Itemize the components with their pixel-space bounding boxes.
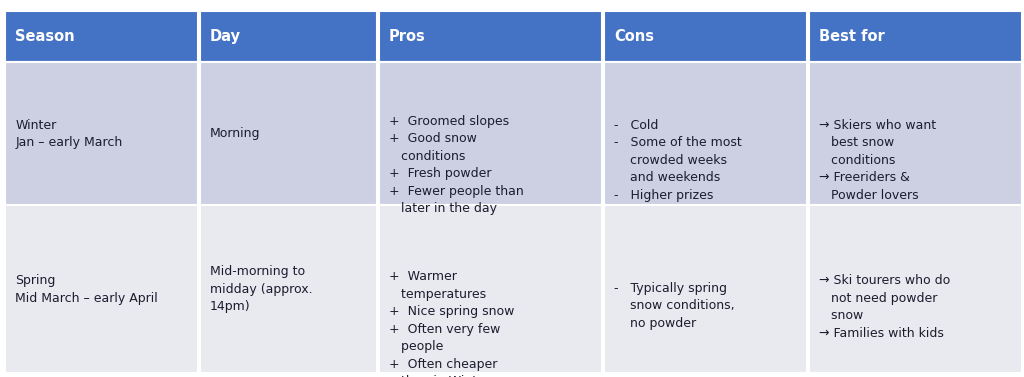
- Text: → Ski tourers who do
   not need powder
   snow
→ Families with kids: → Ski tourers who do not need powder sno…: [819, 274, 950, 340]
- Text: Pros: Pros: [389, 29, 426, 44]
- Text: Best for: Best for: [819, 29, 885, 44]
- Text: +  Groomed slopes
+  Good snow
   conditions
+  Fresh powder
+  Fewer people tha: + Groomed slopes + Good snow conditions …: [389, 115, 524, 216]
- Bar: [200, 11, 377, 62]
- Text: -   Cold
-   Some of the most
    crowded weeks
    and weekends
-   Higher priz: - Cold - Some of the most crowded weeks …: [614, 119, 742, 202]
- Text: Mid-morning to
midday (approx.
14pm): Mid-morning to midday (approx. 14pm): [210, 265, 312, 313]
- Bar: [379, 62, 602, 205]
- Bar: [5, 62, 198, 205]
- Text: Season: Season: [15, 29, 75, 44]
- Bar: [604, 62, 807, 205]
- Bar: [379, 205, 602, 373]
- Bar: [5, 11, 198, 62]
- Bar: [604, 11, 807, 62]
- Text: Winter
Jan – early March: Winter Jan – early March: [15, 119, 123, 149]
- Bar: [200, 205, 377, 373]
- Bar: [200, 62, 377, 205]
- Bar: [5, 205, 198, 373]
- Text: Morning: Morning: [210, 127, 260, 140]
- Text: Day: Day: [210, 29, 241, 44]
- Text: Cons: Cons: [614, 29, 654, 44]
- Bar: [809, 205, 1022, 373]
- Bar: [809, 62, 1022, 205]
- Text: +  Warmer
   temperatures
+  Nice spring snow
+  Often very few
   people
+  Oft: + Warmer temperatures + Nice spring snow…: [389, 271, 514, 377]
- Text: → Skiers who want
   best snow
   conditions
→ Freeriders &
   Powder lovers: → Skiers who want best snow conditions →…: [819, 119, 936, 202]
- Bar: [604, 205, 807, 373]
- Text: -   Typically spring
    snow conditions,
    no powder: - Typically spring snow conditions, no p…: [614, 282, 735, 330]
- Bar: [809, 11, 1022, 62]
- Text: Spring
Mid March – early April: Spring Mid March – early April: [15, 274, 158, 305]
- Bar: [379, 11, 602, 62]
